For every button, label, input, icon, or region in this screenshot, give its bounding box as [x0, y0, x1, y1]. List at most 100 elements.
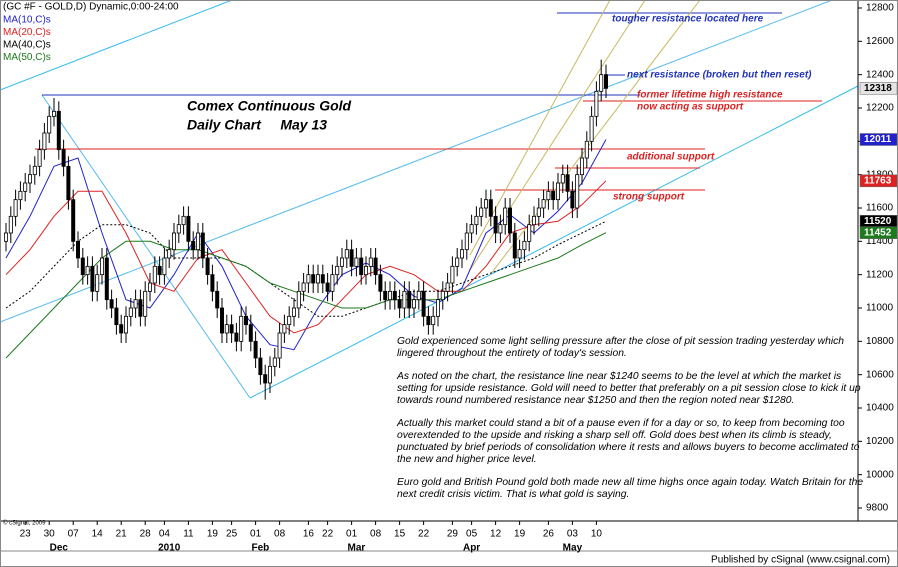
- x-tick-label: 26: [543, 529, 555, 540]
- commentary-paragraph: Actually this market could stand a bit o…: [397, 418, 860, 465]
- y-tick-label: 11200: [866, 269, 894, 280]
- y-tick-label: 12400: [866, 69, 894, 80]
- trend-line: [41, 94, 251, 399]
- candle-body: [512, 232, 517, 259]
- copyright: © cSignal, 2009: [3, 520, 46, 527]
- candle-body: [359, 257, 364, 276]
- x-tick-label: 23: [20, 529, 32, 540]
- candle-body: [100, 257, 105, 276]
- candle-body: [272, 357, 277, 367]
- candle-body: [575, 174, 580, 209]
- candle-body: [95, 274, 100, 292]
- candle-body: [263, 374, 268, 384]
- candle-body: [541, 199, 546, 209]
- annotation: former lifetime high resistance: [637, 90, 783, 101]
- y-tick-label: 10000: [866, 469, 894, 480]
- x-tick-label: 15: [394, 529, 406, 540]
- candle-body: [248, 324, 253, 342]
- annotation: tougher resistance located here: [612, 14, 764, 25]
- candle-body: [176, 224, 181, 234]
- candle-body: [296, 290, 301, 309]
- legend-entry: MA(50,C)s: [3, 52, 51, 63]
- pitchfork-line: [489, 0, 701, 276]
- candle-body: [349, 249, 354, 267]
- candle-body: [407, 290, 412, 309]
- candle-body: [421, 290, 426, 317]
- y-tick-label: 10400: [866, 403, 894, 414]
- candle-body: [37, 149, 42, 167]
- candle-body: [90, 265, 95, 292]
- candle-body: [445, 282, 450, 292]
- candle-body: [23, 182, 28, 192]
- candle-body: [479, 207, 484, 217]
- commentary-paragraph: As noted on the chart, the resistance li…: [397, 371, 861, 406]
- y-tick-label: 12800: [866, 3, 894, 14]
- candle-body: [66, 165, 71, 201]
- candle-body: [215, 290, 220, 309]
- annotation: additional support: [627, 152, 715, 163]
- candle-body: [234, 332, 239, 342]
- candle-body: [532, 215, 537, 226]
- x-tick-label: 07: [68, 529, 80, 540]
- commentary-paragraph: Gold experienced some light selling pres…: [397, 336, 845, 359]
- candle-body: [387, 290, 392, 301]
- candle-body: [191, 240, 196, 251]
- x-tick-label: 03: [567, 529, 579, 540]
- legend-entry: MA(10,C)s: [3, 15, 51, 26]
- candle-body: [205, 257, 210, 276]
- month-label: Feb: [252, 543, 270, 554]
- commentary: Gold experienced some light selling pres…: [397, 336, 867, 512]
- candle-body: [27, 174, 32, 184]
- month-label: 2010: [158, 543, 181, 554]
- candle-body: [128, 307, 133, 317]
- candle-body: [85, 265, 90, 276]
- candle-body: [200, 232, 205, 259]
- candle-body: [498, 224, 503, 234]
- candle-body: [416, 290, 421, 301]
- y-tick-label: 11400: [866, 236, 894, 247]
- candle-body: [522, 240, 527, 251]
- candle-body: [604, 74, 609, 89]
- y-tick-label: 12200: [866, 103, 894, 114]
- candle-body: [224, 324, 229, 334]
- publisher: Published by cSignal (www.csignal.com): [711, 555, 890, 566]
- candle-body: [301, 282, 306, 292]
- candle-body: [431, 315, 436, 326]
- chart-header: (GC #F - GOLD,D) Dynamic,0:00-24:00: [3, 2, 179, 13]
- candle-body: [368, 257, 373, 267]
- value-box-label: 12011: [864, 134, 892, 145]
- trend-line: [0, 0, 834, 323]
- candle-body: [536, 207, 541, 217]
- candle-body: [195, 232, 200, 251]
- candle-body: [282, 324, 287, 334]
- candle-body: [186, 215, 191, 242]
- candle-body: [56, 110, 61, 151]
- candle-body: [335, 265, 340, 276]
- y-tick-label: 9800: [866, 503, 889, 514]
- y-tick-label: 10600: [866, 369, 894, 380]
- candle-body: [397, 299, 402, 309]
- candle-body: [104, 257, 109, 301]
- candle-body: [411, 299, 416, 309]
- candle-body: [565, 174, 570, 192]
- x-tick-label: 19: [514, 529, 526, 540]
- x-tick-label: 10: [591, 529, 603, 540]
- ma-line: [5, 220, 607, 317]
- candle-body: [556, 182, 561, 201]
- candle-body: [219, 307, 224, 334]
- candle-body: [344, 249, 349, 259]
- chart-title: Comex Continuous Gold: [187, 98, 352, 114]
- value-box: [859, 82, 898, 95]
- annotation: strong support: [613, 192, 685, 203]
- x-tick-label: 05: [466, 529, 478, 540]
- month-label: Mar: [348, 543, 366, 554]
- x-tick-label: 19: [207, 529, 219, 540]
- candle-body: [258, 357, 263, 376]
- chart-subtitle: Daily Chart May 13: [187, 117, 327, 133]
- candle-body: [507, 207, 512, 234]
- candle-body: [493, 215, 498, 234]
- candle-body: [599, 74, 604, 92]
